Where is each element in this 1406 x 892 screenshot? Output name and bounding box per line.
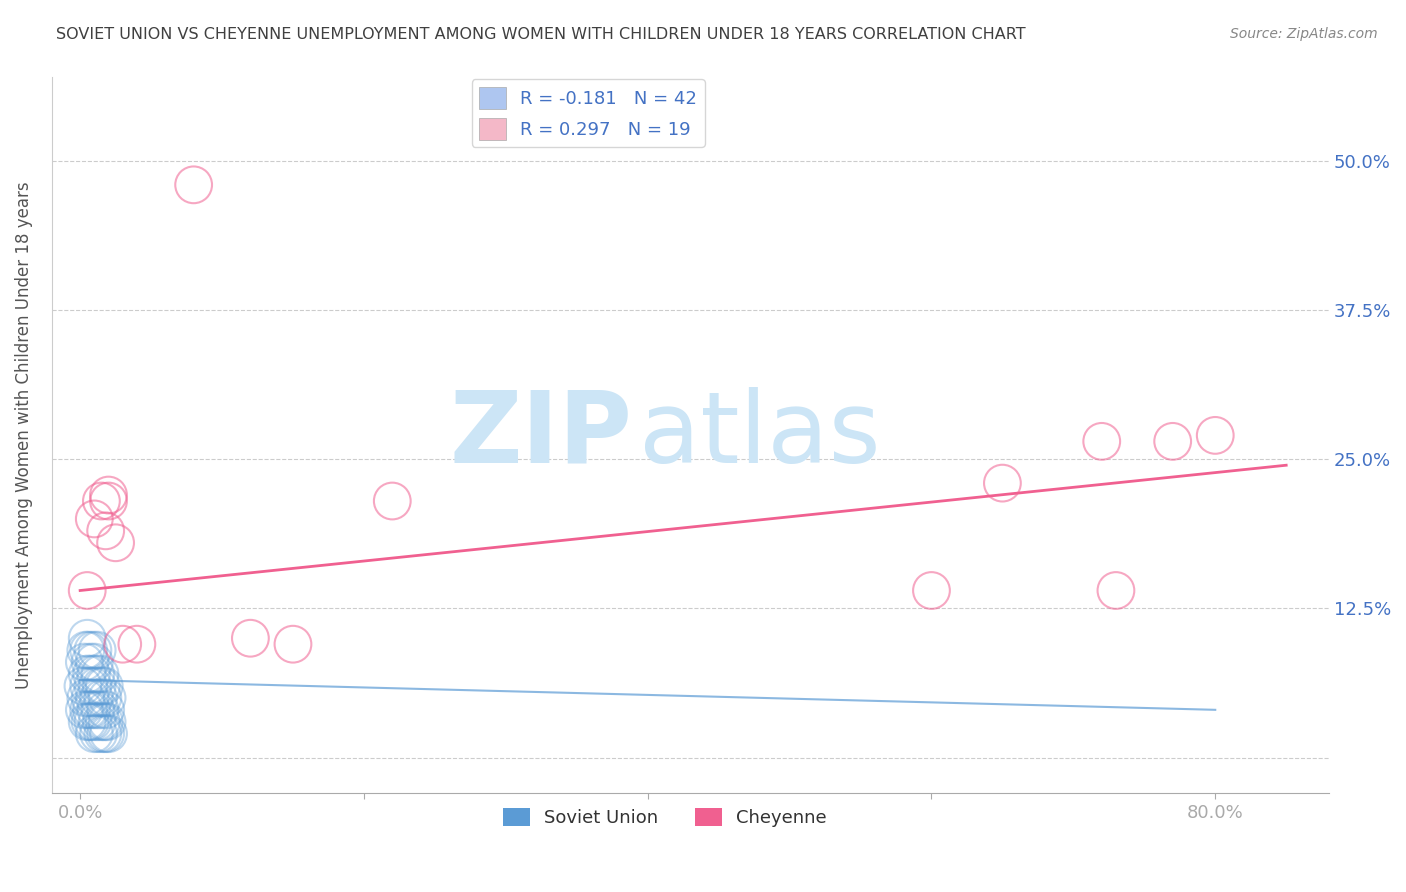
- Point: [183, 178, 205, 192]
- Point: [80, 667, 103, 681]
- Point: [87, 690, 110, 705]
- Point: [86, 643, 108, 657]
- Point: [79, 714, 101, 729]
- Point: [239, 632, 262, 646]
- Y-axis label: Unemployment Among Women with Children Under 18 years: Unemployment Among Women with Children U…: [15, 182, 32, 690]
- Point: [381, 494, 404, 508]
- Point: [80, 703, 103, 717]
- Point: [125, 637, 148, 651]
- Point: [77, 679, 100, 693]
- Point: [86, 714, 108, 729]
- Point: [94, 524, 117, 538]
- Text: SOVIET UNION VS CHEYENNE UNEMPLOYMENT AMONG WOMEN WITH CHILDREN UNDER 18 YEARS C: SOVIET UNION VS CHEYENNE UNEMPLOYMENT AM…: [56, 27, 1026, 42]
- Point: [1204, 428, 1226, 442]
- Point: [77, 643, 100, 657]
- Point: [991, 476, 1014, 491]
- Point: [73, 655, 96, 669]
- Point: [87, 727, 110, 741]
- Point: [84, 667, 107, 681]
- Point: [82, 679, 104, 693]
- Point: [89, 703, 111, 717]
- Point: [97, 488, 120, 502]
- Point: [73, 703, 96, 717]
- Point: [111, 637, 134, 651]
- Point: [93, 714, 115, 729]
- Point: [96, 690, 118, 705]
- Text: ZIP: ZIP: [450, 387, 633, 483]
- Point: [76, 583, 98, 598]
- Point: [75, 643, 97, 657]
- Point: [76, 632, 98, 646]
- Point: [281, 637, 304, 651]
- Point: [920, 583, 942, 598]
- Point: [82, 643, 104, 657]
- Legend: Soviet Union, Cheyenne: Soviet Union, Cheyenne: [495, 801, 834, 834]
- Point: [91, 727, 114, 741]
- Text: Source: ZipAtlas.com: Source: ZipAtlas.com: [1230, 27, 1378, 41]
- Point: [83, 727, 105, 741]
- Point: [90, 714, 112, 729]
- Point: [72, 679, 94, 693]
- Text: atlas: atlas: [640, 387, 880, 483]
- Point: [91, 690, 114, 705]
- Point: [93, 679, 115, 693]
- Point: [97, 727, 120, 741]
- Point: [76, 667, 98, 681]
- Point: [96, 714, 118, 729]
- Point: [94, 727, 117, 741]
- Point: [1105, 583, 1128, 598]
- Point: [90, 494, 112, 508]
- Point: [83, 655, 105, 669]
- Point: [1161, 434, 1184, 449]
- Point: [76, 714, 98, 729]
- Point: [83, 690, 105, 705]
- Point: [97, 494, 120, 508]
- Point: [82, 714, 104, 729]
- Point: [94, 703, 117, 717]
- Point: [89, 667, 111, 681]
- Point: [1091, 434, 1114, 449]
- Point: [84, 703, 107, 717]
- Point: [79, 690, 101, 705]
- Point: [104, 535, 127, 549]
- Point: [75, 690, 97, 705]
- Point: [90, 679, 112, 693]
- Point: [79, 655, 101, 669]
- Point: [77, 703, 100, 717]
- Point: [86, 679, 108, 693]
- Point: [83, 512, 105, 526]
